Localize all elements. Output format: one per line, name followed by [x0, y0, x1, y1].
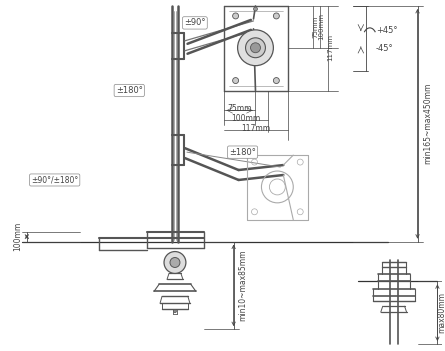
Circle shape: [174, 310, 177, 313]
Circle shape: [233, 13, 239, 19]
Circle shape: [238, 30, 273, 66]
Circle shape: [164, 252, 186, 273]
Text: ±90°/±180°: ±90°/±180°: [31, 176, 78, 185]
Circle shape: [233, 78, 239, 84]
Circle shape: [273, 78, 279, 84]
Circle shape: [246, 38, 265, 58]
Text: -45°: -45°: [376, 44, 393, 53]
Text: max80mm: max80mm: [437, 292, 445, 333]
Text: 100mm: 100mm: [318, 13, 324, 40]
Text: 75mm: 75mm: [227, 104, 252, 113]
Text: 75mm: 75mm: [312, 16, 318, 38]
Text: 117mm: 117mm: [327, 34, 333, 61]
Text: 100mm: 100mm: [231, 114, 260, 123]
Text: ±90°: ±90°: [184, 18, 206, 27]
Text: ±180°: ±180°: [116, 86, 143, 95]
Text: 100mm: 100mm: [13, 222, 22, 251]
Circle shape: [254, 7, 258, 11]
Text: min10~max85mm: min10~max85mm: [238, 250, 247, 321]
Text: +45°: +45°: [376, 26, 397, 35]
Text: 117mm: 117mm: [241, 124, 270, 133]
Circle shape: [170, 258, 180, 267]
Text: min165~max450mm: min165~max450mm: [423, 82, 432, 164]
Text: ±180°: ±180°: [229, 148, 256, 157]
Circle shape: [273, 13, 279, 19]
Circle shape: [251, 43, 260, 53]
